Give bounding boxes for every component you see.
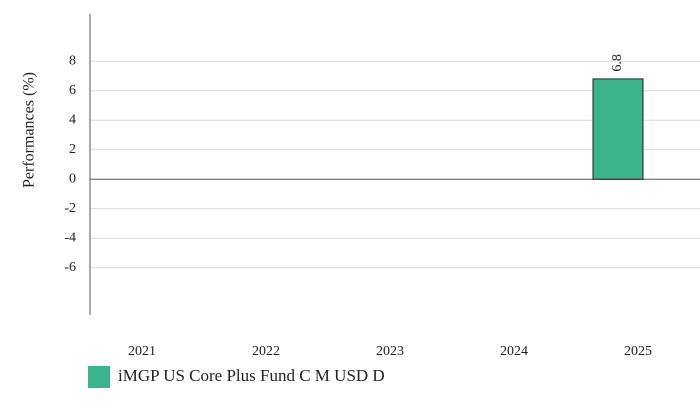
y-tick-label: 4 xyxy=(69,112,76,127)
bar xyxy=(592,78,644,180)
y-tick-label: 8 xyxy=(69,53,76,68)
y-tick-label: 2 xyxy=(69,142,76,157)
value-label: 6.8 xyxy=(610,54,625,72)
x-tick-label: 2024 xyxy=(500,344,528,359)
y-axis-title: Performances (%) xyxy=(21,72,38,188)
legend-label: iMGP US Core Plus Fund C M USD D xyxy=(118,366,385,385)
x-tick-label: 2025 xyxy=(624,344,652,359)
y-tick-label: 0 xyxy=(69,171,76,186)
legend-swatch xyxy=(88,366,110,388)
y-tick-label: -2 xyxy=(64,201,76,216)
y-tick-label: -4 xyxy=(64,230,76,245)
y-tick-label: -6 xyxy=(64,260,76,275)
x-tick-label: 2023 xyxy=(376,344,404,359)
y-tick-label: 6 xyxy=(69,83,76,98)
x-tick-label: 2021 xyxy=(128,344,156,359)
x-tick-label: 2022 xyxy=(252,344,280,359)
